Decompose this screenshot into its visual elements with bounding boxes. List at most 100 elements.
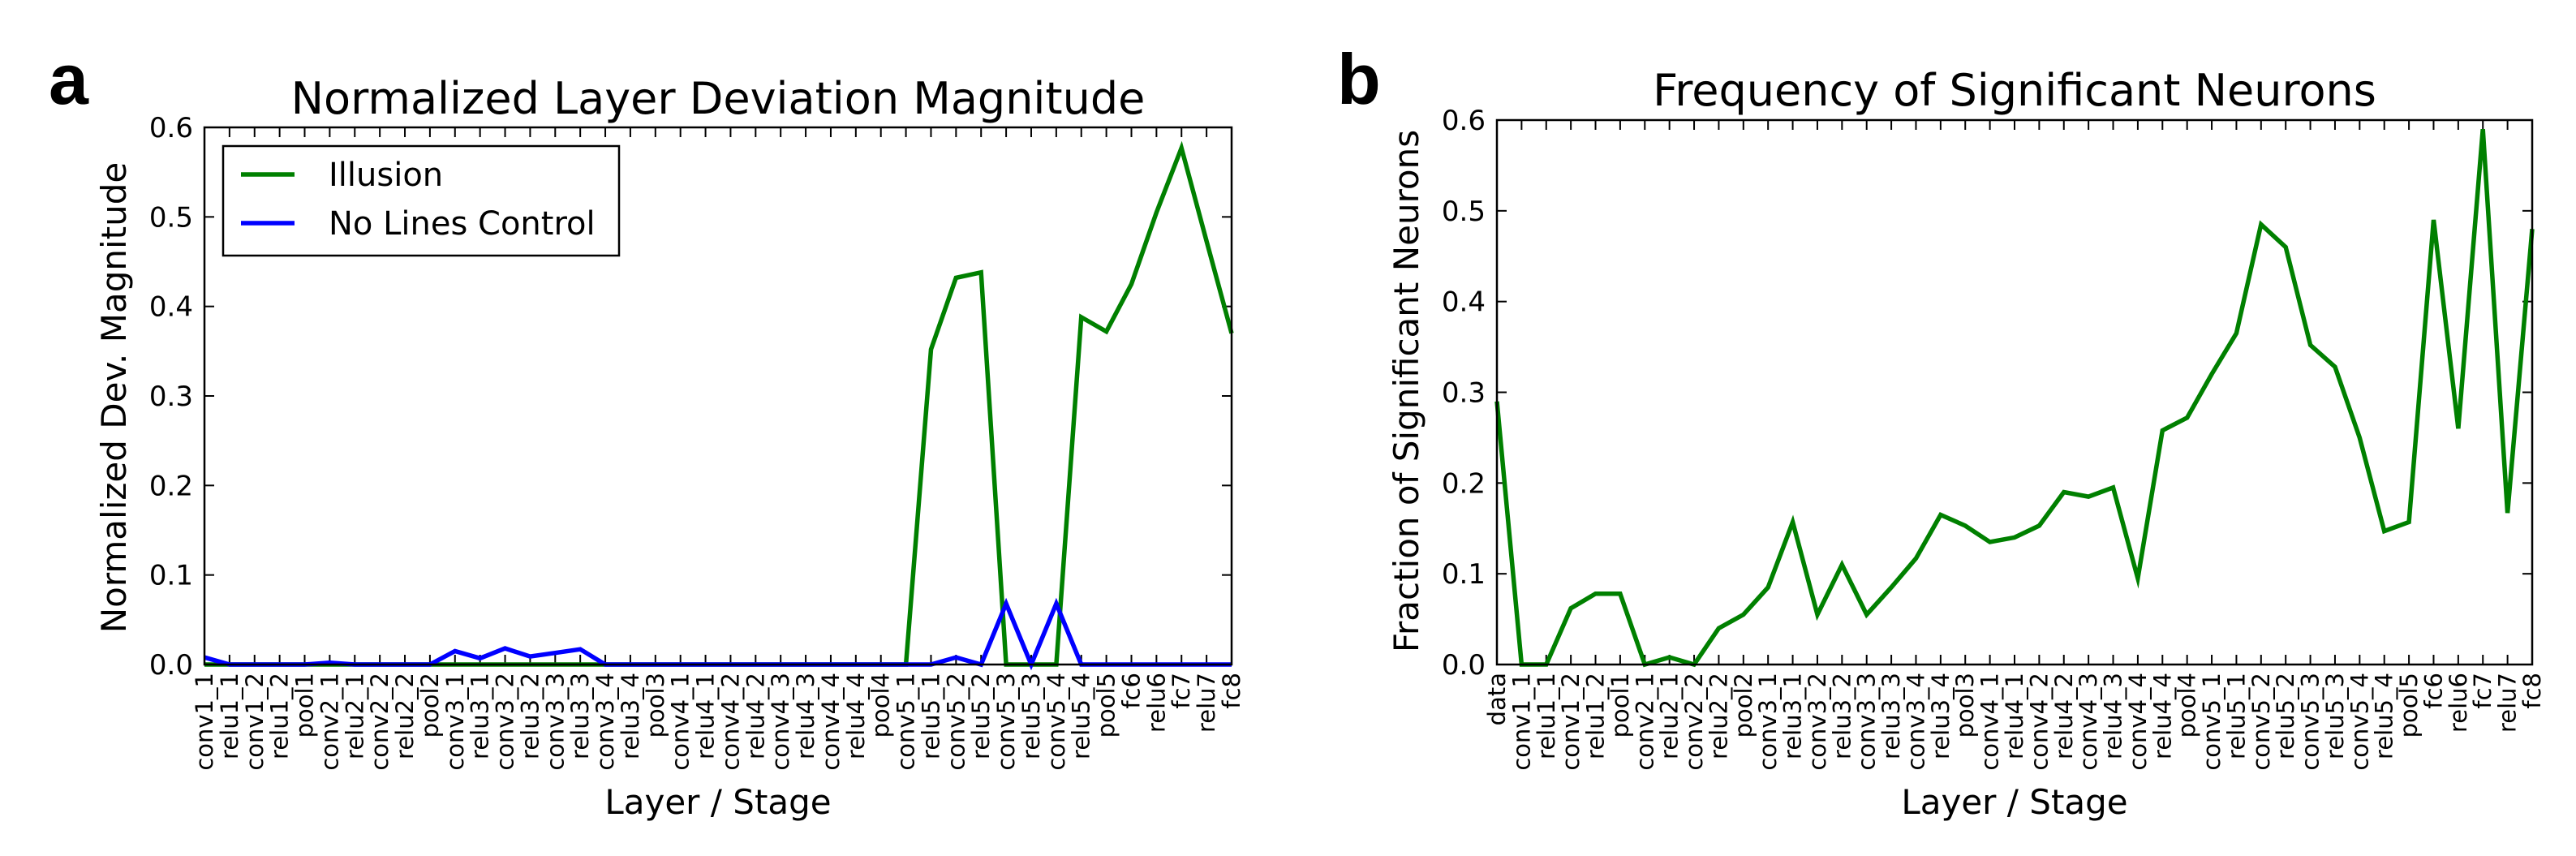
x-tick-label: fc8: [1218, 673, 1245, 709]
plot-area-b: 0.00.10.20.30.40.50.6dataconv1_1relu1_1c…: [1442, 105, 2546, 771]
plot-area-a: 0.0 0.1 0.2 0.3 0.4 0.5 0.6 conv1_1relu1_1conv1…: [149, 112, 1245, 771]
x-tick-label: relu3_3: [1877, 673, 1905, 759]
x-tick-label: conv3_2: [492, 673, 519, 771]
x-tick-label: conv1_1: [191, 673, 218, 771]
x-tick-label: conv2_2: [366, 673, 393, 771]
y-tick-label: 0.0: [1442, 649, 1486, 682]
x-tick-label: conv4_3: [2075, 673, 2102, 771]
x-tick-label: conv3_3: [541, 673, 569, 771]
x-tick-label: relu5_3: [1017, 673, 1045, 759]
x-tick-label: conv4_4: [817, 673, 845, 771]
x-tick-label: relu5_2: [967, 673, 995, 759]
chart-title-b: Frequency of Significant Neurons: [1653, 65, 2376, 116]
x-tick-label: relu1_1: [1533, 673, 1560, 759]
x-tick-label: pool3: [642, 673, 669, 738]
panel-label-a: a: [49, 39, 89, 119]
x-tick-label: conv3_4: [1902, 673, 1929, 771]
x-tick-label: relu5_2: [2272, 673, 2299, 759]
x-tick-label: conv5_2: [2247, 673, 2275, 771]
chart-panel-a: Normalized Layer Deviation Magnitude Lay…: [94, 73, 1245, 822]
y-tick-label: 0.3: [149, 381, 193, 413]
x-tick-label: conv4_1: [1976, 673, 2004, 771]
x-tick-label: relu3_4: [617, 673, 644, 759]
y-tick-label: 0.5: [1442, 196, 1486, 228]
x-tick-label: pool5: [1093, 673, 1120, 738]
x-tick-label: relu1_2: [266, 673, 294, 759]
x-tick-label: fc7: [2469, 673, 2496, 709]
x-tick-label: relu3_2: [516, 673, 544, 759]
x-tick-label: conv3_4: [591, 673, 619, 771]
x-tick-label: conv5_1: [2198, 673, 2226, 771]
x-tick-label: pool3: [1951, 673, 1979, 738]
x-tick-label: conv5_2: [942, 673, 970, 771]
x-tick-label: relu5_4: [1068, 673, 1095, 759]
y-tick-label: 0.0: [149, 649, 193, 682]
x-tick-label: relu3_2: [1828, 673, 1856, 759]
x-tick-label: relu5_1: [2222, 673, 2250, 759]
y-axis-label-a: Normalized Dev. Magnitude: [94, 162, 134, 634]
x-tick-label: relu5_3: [2321, 673, 2349, 759]
x-tick-label: conv1_2: [241, 673, 269, 771]
x-tick-label: pool5: [2395, 673, 2423, 738]
x-tick-label: conv3_3: [1853, 673, 1881, 771]
x-tick-label: conv2_1: [1631, 673, 1658, 771]
y-axis-label-b: Fraction of Significant Neurons: [1387, 130, 1426, 652]
y-tick-label: 0.5: [149, 201, 193, 234]
x-tick-label: fc6: [1117, 673, 1145, 709]
x-tick-label: conv4_3: [767, 673, 794, 771]
x-tick-label: relu6: [2445, 673, 2472, 733]
x-tick-label: relu4_2: [2050, 673, 2078, 759]
x-tick-label: conv4_2: [716, 673, 744, 771]
x-tick-label: relu1_2: [1582, 673, 1610, 759]
y-tick-label: 0.3: [1442, 377, 1486, 410]
x-tick-label: relu7: [2494, 673, 2522, 733]
x-tick-label: fc8: [2518, 673, 2546, 709]
legend-box: [221, 144, 621, 257]
x-tick-label: relu5_1: [917, 673, 944, 759]
x-tick-label: relu4_2: [742, 673, 769, 759]
x-tick-label: conv4_4: [2124, 673, 2152, 771]
x-tick-label: pool2: [416, 673, 444, 738]
x-tick-label: relu2_2: [391, 673, 419, 759]
y-tick-label: 0.4: [149, 291, 193, 324]
series-line-no-lines-control: [204, 597, 1232, 671]
axes-frame: [1495, 118, 2534, 666]
x-tick-label: data: [1483, 673, 1511, 725]
chart-panel-b: Frequency of Significant Neurons Layer /…: [1387, 65, 2546, 822]
x-tick-label: conv4_2: [2025, 673, 2053, 771]
series-line-fraction-of-significant-neurons: [1494, 128, 2535, 668]
x-tick-label: relu4_4: [842, 673, 870, 759]
x-tick-label: conv3_2: [1804, 673, 1831, 771]
x-tick-label: relu7: [1193, 673, 1220, 733]
x-tick-label: relu6: [1142, 673, 1170, 733]
axes-frame: [203, 126, 1233, 666]
x-axis-label-b: Layer / Stage: [1901, 782, 2127, 822]
x-tick-label: pool2: [1730, 673, 1757, 738]
legend-label: No Lines Control: [329, 205, 596, 243]
x-tick-label: relu3_4: [1927, 673, 1955, 759]
y-tick-label: 0.2: [1442, 467, 1486, 500]
x-tick-label: relu4_3: [2100, 673, 2127, 759]
x-tick-label: conv3_1: [441, 673, 469, 771]
x-tick-label: conv5_1: [892, 673, 920, 771]
y-tick-label: 0.1: [149, 560, 193, 592]
x-tick-label: relu1_1: [216, 673, 243, 759]
x-tick-label: conv1_2: [1557, 673, 1585, 771]
x-tick-label: conv5_3: [2297, 673, 2324, 771]
x-tick-label: conv5_3: [992, 673, 1020, 771]
y-tick-label: 0.6: [149, 112, 193, 144]
x-tick-label: relu4_3: [792, 673, 819, 759]
x-tick-label: conv5_4: [2346, 673, 2373, 771]
x-tick-label: relu2_1: [341, 673, 368, 759]
x-tick-label: relu2_2: [1705, 673, 1732, 759]
x-tick-label: conv2_2: [1680, 673, 1708, 771]
x-tick-label: relu4_1: [692, 673, 720, 759]
panel-label-b: b: [1337, 39, 1381, 119]
x-axis-label-a: Layer / Stage: [604, 782, 831, 822]
x-tick-label: pool1: [1606, 673, 1634, 738]
x-tick-label: conv1_1: [1507, 673, 1535, 771]
y-tick-label: 0.1: [1442, 558, 1486, 591]
x-tick-label: relu3_3: [566, 673, 594, 759]
x-tick-label: conv3_1: [1754, 673, 1782, 771]
